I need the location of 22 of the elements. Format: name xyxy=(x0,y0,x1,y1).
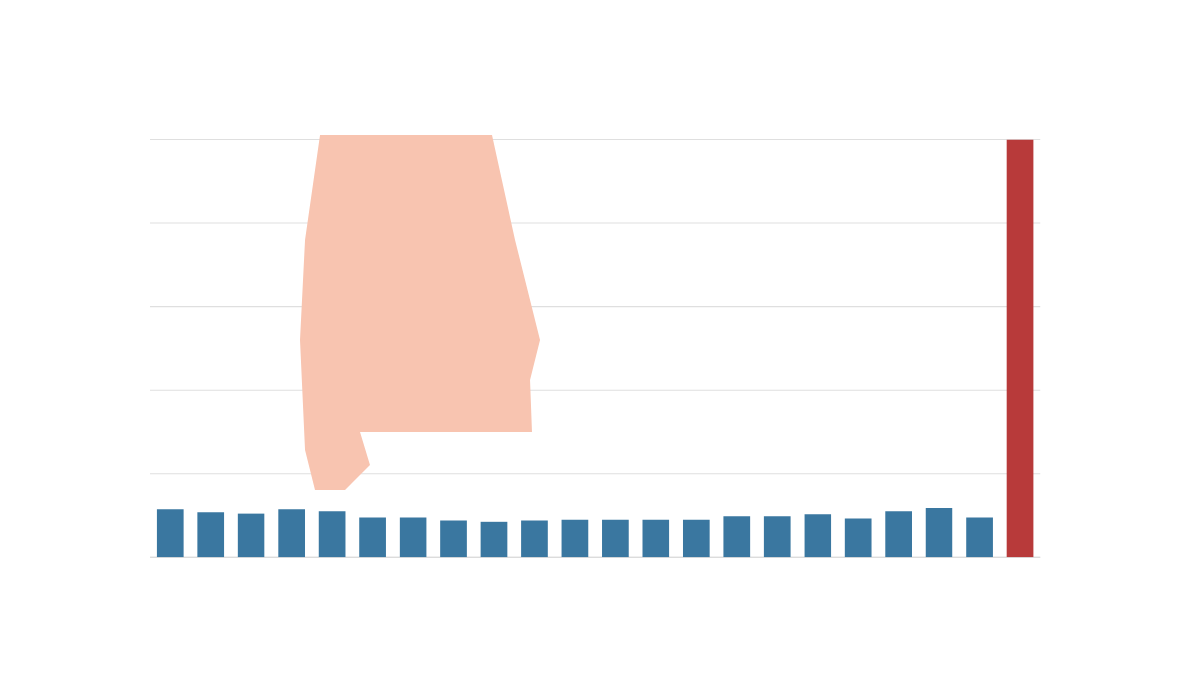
bar xyxy=(966,517,993,558)
bar xyxy=(318,511,346,558)
bar xyxy=(723,516,751,558)
bar xyxy=(521,520,548,558)
bar xyxy=(642,519,670,558)
bar xyxy=(156,509,184,558)
bar xyxy=(197,512,225,558)
bar xyxy=(844,518,872,558)
bar xyxy=(399,517,427,558)
bar xyxy=(763,516,791,558)
bar xyxy=(561,519,589,558)
bar xyxy=(925,507,953,558)
bar xyxy=(602,519,629,558)
bar xyxy=(359,517,386,558)
bar xyxy=(440,520,467,558)
bar xyxy=(480,521,508,558)
bar xyxy=(278,509,306,558)
bar xyxy=(1006,139,1034,558)
bar xyxy=(885,511,912,558)
bar xyxy=(682,519,710,558)
bar xyxy=(804,514,832,558)
bar xyxy=(237,513,265,558)
